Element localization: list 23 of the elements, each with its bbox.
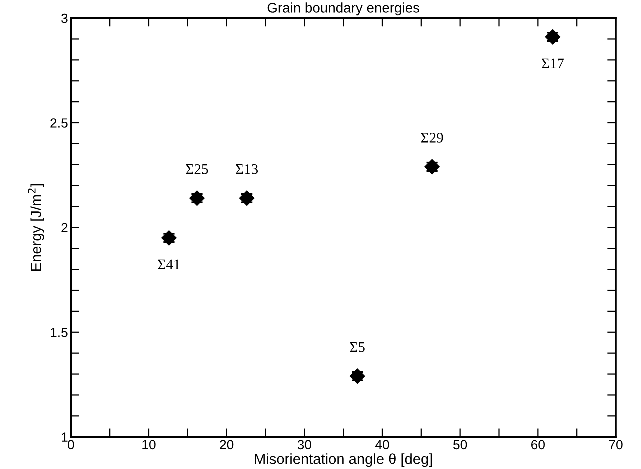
x-tick-label: 30 <box>298 440 312 450</box>
x-tick-label: 70 <box>609 440 623 450</box>
x-tick-label: 10 <box>142 440 156 450</box>
x-tick-label: 60 <box>532 440 545 450</box>
y-tick-label: 3 <box>62 14 68 24</box>
y-tick-label: 1 <box>62 432 68 442</box>
annotation: Σ13 <box>236 164 258 174</box>
x-tick-label: 0 <box>68 440 74 450</box>
y-axis-title: Energy [J/m$^{2}$] <box>28 184 44 271</box>
annotation: Σ25 <box>186 164 208 174</box>
y-tick-label: 1.5 <box>51 328 68 338</box>
annotation: Σ41 <box>158 260 180 270</box>
x-tick-label: 40 <box>375 440 390 450</box>
annotation: Σ17 <box>542 58 564 68</box>
y-tick-label: 2 <box>62 223 68 232</box>
x-axis-title: Misorientation angle θ [deg] <box>255 454 432 468</box>
point <box>424 159 440 175</box>
y-tick-label: 2.5 <box>50 118 68 128</box>
x-tick-label: 50 <box>454 440 468 450</box>
annotation: Σ5 <box>350 342 365 352</box>
chart-title: Grain boundary energies <box>268 2 420 16</box>
annotation: Σ29 <box>421 133 444 143</box>
x-tick-label: 20 <box>220 440 234 450</box>
